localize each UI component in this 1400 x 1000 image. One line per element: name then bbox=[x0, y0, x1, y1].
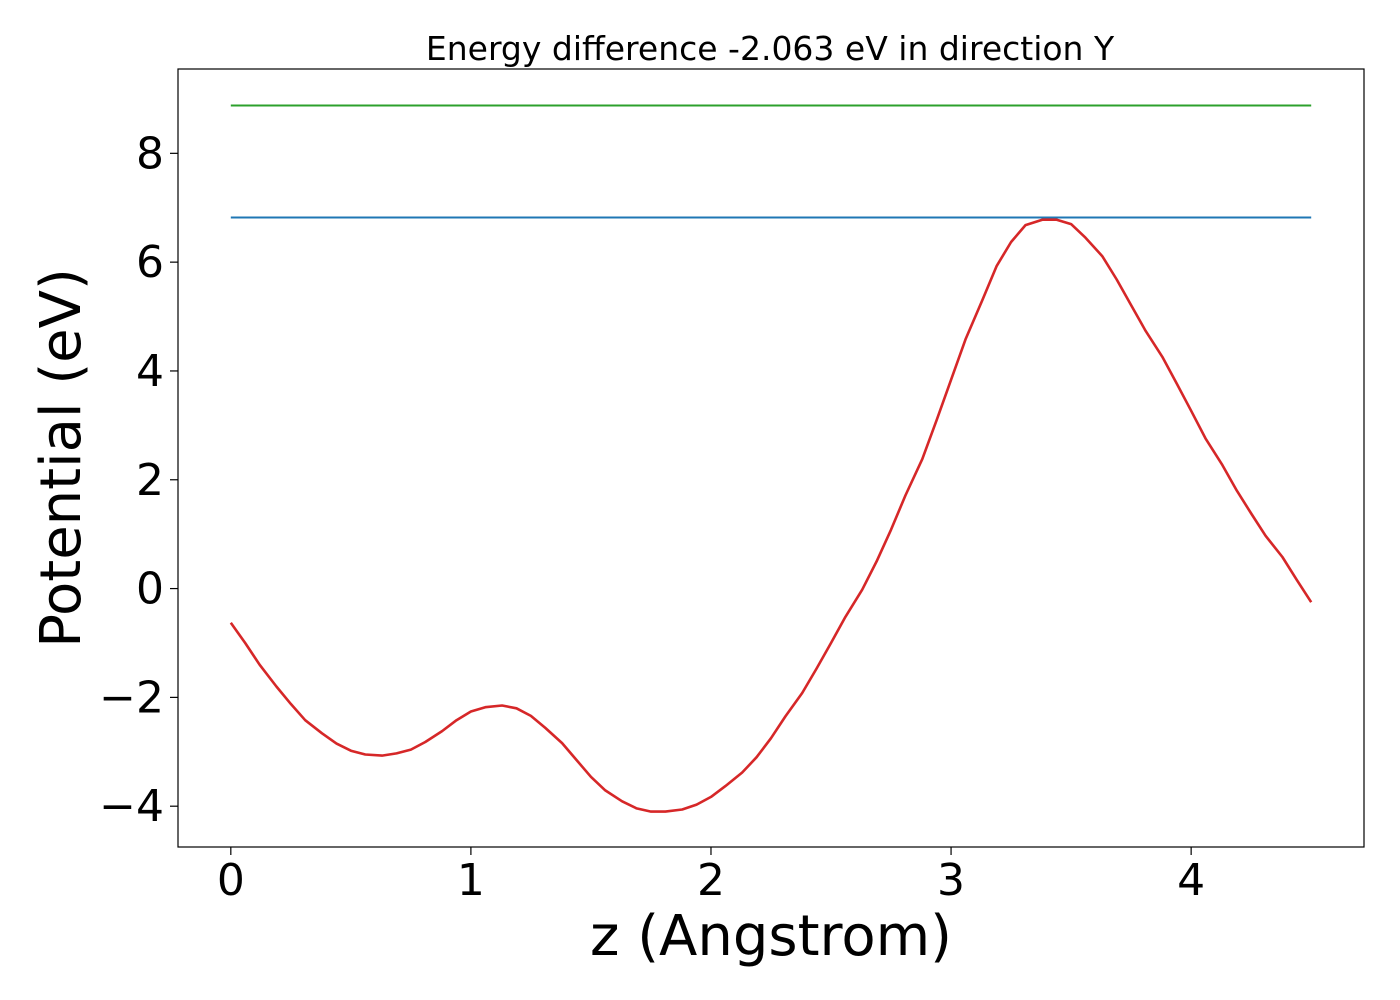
x-tick-label: 4 bbox=[1177, 855, 1205, 906]
y-tick-label: 0 bbox=[136, 564, 164, 615]
y-tick-label: 8 bbox=[136, 128, 164, 179]
x-tick-label: 3 bbox=[937, 855, 965, 906]
y-tick-label: 2 bbox=[136, 455, 164, 506]
y-tick-label: −4 bbox=[99, 781, 164, 832]
potential-curve bbox=[229, 218, 1313, 813]
y-tick-label: 4 bbox=[136, 346, 164, 397]
y-axis-label: Potential (eV) bbox=[29, 268, 94, 648]
x-axis: 0 1 2 3 4 bbox=[217, 847, 1205, 906]
plot-frame bbox=[177, 68, 1365, 848]
chart-title: Energy difference -2.063 eV in direction… bbox=[426, 29, 1115, 68]
x-axis-label: z (Angstrom) bbox=[590, 904, 952, 969]
series-lines bbox=[229, 104, 1313, 813]
y-tick-label: 6 bbox=[136, 237, 164, 288]
x-tick-label: 2 bbox=[697, 855, 725, 906]
y-tick-label: −2 bbox=[99, 672, 164, 723]
y-axis: −4 −2 0 2 4 6 8 bbox=[99, 128, 178, 832]
x-tick-label: 1 bbox=[457, 855, 485, 906]
x-tick-label: 0 bbox=[217, 855, 245, 906]
